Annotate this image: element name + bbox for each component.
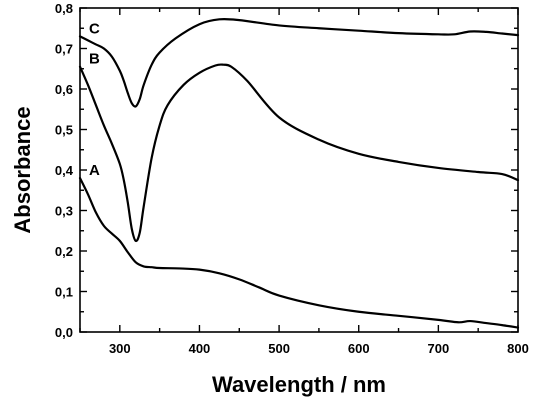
y-tick-label: 0,4 [55,163,74,178]
series-label-c: C [89,20,100,37]
series-label-b: B [89,51,100,68]
y-tick-label: 0,6 [55,82,73,97]
x-axis-title: Wavelength / nm [212,372,386,397]
series-labels: A BC [89,20,100,179]
y-tick-label: 0,2 [55,244,73,259]
y-axis-title: Absorbance [10,106,35,233]
x-tick-label: 800 [507,341,529,356]
series-line-c [78,17,520,108]
series-line-b [78,63,520,243]
series-line-a [78,177,520,329]
tick-labels: 300 400 500 600 700 800 0,0 0,1 0,2 0,3 0,4 0,5 0,6 0… [55,1,529,356]
x-tick-label: 600 [348,341,370,356]
y-tick-label: 0,1 [55,285,73,300]
x-tick-label: 700 [428,341,450,356]
y-tick-label: 0,7 [55,42,73,57]
x-tick-label: 300 [109,341,131,356]
plot-frame [79,7,519,333]
x-tick-label: 400 [189,341,211,356]
x-tick-label: 500 [268,341,290,356]
y-tick-label: 0,3 [55,204,73,219]
y-tick-label: 0,5 [55,123,73,138]
y-tick-label: 0,0 [55,325,73,340]
series-lines [78,17,520,329]
series-label-a: A [89,162,100,179]
y-tick-label: 0,8 [55,1,73,16]
